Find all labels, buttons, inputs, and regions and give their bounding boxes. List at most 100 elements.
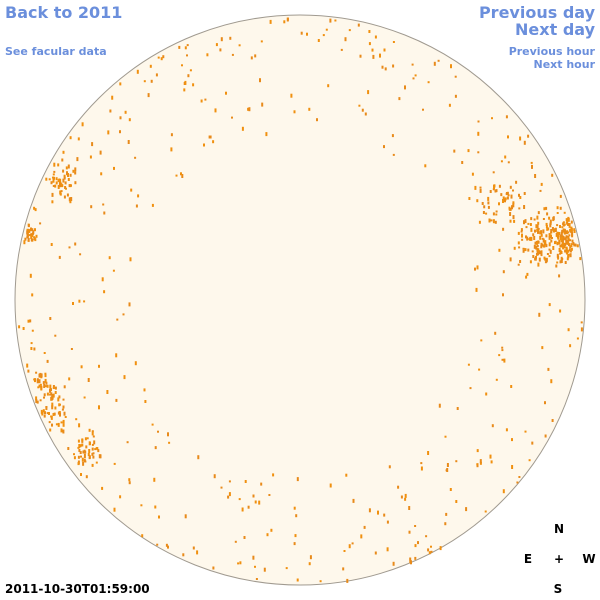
facula	[119, 495, 122, 499]
facula	[493, 185, 495, 189]
facula	[530, 161, 533, 164]
facula	[44, 411, 46, 415]
facula	[567, 249, 570, 253]
facula	[55, 177, 58, 181]
facula	[34, 228, 36, 232]
facula	[566, 220, 569, 225]
facula	[485, 392, 488, 396]
facula	[559, 194, 562, 198]
facula	[566, 230, 569, 235]
facula	[140, 504, 143, 507]
facula	[558, 239, 561, 242]
facula	[88, 455, 91, 459]
facula	[491, 117, 493, 120]
facula	[109, 109, 112, 113]
facula	[444, 522, 447, 526]
facula	[51, 423, 53, 427]
facula	[26, 363, 29, 368]
facula	[533, 236, 536, 240]
facula	[192, 83, 195, 87]
facula	[511, 438, 513, 442]
facula	[433, 61, 436, 66]
facula	[537, 221, 540, 225]
facula	[411, 63, 414, 66]
facula	[358, 104, 361, 107]
facula	[391, 134, 394, 138]
facula	[422, 108, 424, 111]
facula	[525, 275, 528, 279]
facula	[361, 108, 364, 112]
facula	[545, 234, 548, 238]
facula	[344, 37, 347, 42]
facula	[247, 505, 250, 509]
facula	[62, 405, 65, 409]
facula	[98, 364, 100, 368]
facula	[492, 219, 495, 224]
facula	[112, 269, 115, 272]
facula	[542, 218, 545, 220]
facula	[569, 239, 572, 242]
facula	[51, 192, 54, 197]
facula	[564, 249, 567, 253]
back-link[interactable]: Back to 2011	[5, 3, 123, 22]
facula	[502, 196, 505, 200]
facula	[184, 46, 187, 50]
facula	[63, 385, 66, 389]
facula	[254, 54, 257, 58]
facula	[241, 126, 244, 131]
facula	[567, 237, 570, 241]
facula	[564, 230, 566, 235]
next-day-link[interactable]: Next day	[515, 20, 595, 39]
facula	[50, 392, 53, 396]
previous-hour-link[interactable]: Previous hour	[508, 45, 595, 58]
facula	[549, 223, 552, 228]
facula	[517, 241, 520, 245]
facula	[155, 73, 158, 77]
facula	[79, 444, 82, 448]
previous-day-link[interactable]: Previous day	[478, 3, 595, 22]
facula	[183, 88, 186, 92]
facula	[547, 367, 550, 371]
facula	[523, 192, 526, 195]
facula	[555, 264, 558, 268]
facula	[502, 270, 505, 274]
facula	[517, 263, 520, 266]
facula	[544, 240, 547, 245]
facula	[54, 334, 57, 337]
next-hour-link[interactable]: Next hour	[533, 58, 596, 71]
facula	[255, 578, 258, 580]
facula	[569, 245, 572, 249]
facula	[504, 155, 507, 159]
facula	[167, 545, 169, 549]
facula	[474, 267, 476, 271]
facula	[408, 506, 411, 510]
facula	[535, 224, 538, 229]
facula	[519, 136, 522, 141]
facula	[478, 368, 481, 371]
facula	[562, 237, 565, 241]
facula	[548, 236, 551, 239]
facula	[570, 227, 573, 232]
facula	[526, 236, 529, 241]
facula	[540, 233, 543, 237]
facula	[534, 257, 537, 261]
facula	[128, 478, 131, 482]
facular-link[interactable]: See facular data	[5, 45, 107, 58]
facula	[295, 514, 298, 518]
facula	[316, 118, 318, 122]
facula	[563, 244, 566, 248]
facula	[427, 451, 430, 455]
facula	[444, 435, 447, 438]
facula	[68, 377, 71, 381]
facula	[239, 561, 242, 565]
facula	[542, 229, 545, 234]
facula	[502, 293, 504, 297]
facula	[573, 230, 576, 233]
facula	[122, 313, 125, 316]
facula	[184, 514, 187, 519]
facula	[568, 243, 570, 247]
facula	[534, 229, 536, 233]
facula	[383, 145, 385, 149]
facula	[231, 53, 234, 56]
facula	[113, 462, 116, 465]
